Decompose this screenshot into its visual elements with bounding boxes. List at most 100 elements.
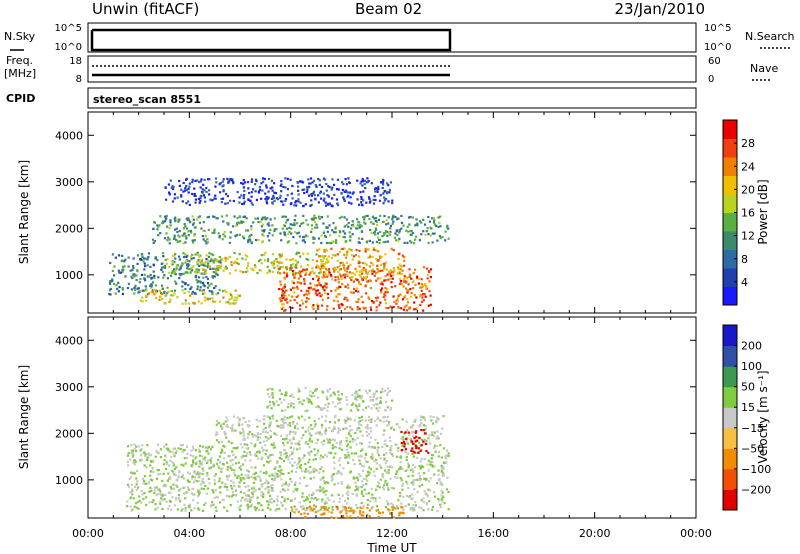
power-cell [289, 266, 292, 269]
velocity-cell [370, 418, 373, 421]
velocity-cell [282, 420, 285, 423]
velocity-cell [179, 447, 182, 451]
power-cell [278, 267, 281, 270]
velocity-cell [344, 420, 347, 423]
power-cell [410, 241, 413, 244]
velocity-colorbar-label: Velocity [m s⁻¹] [756, 370, 770, 463]
power-cell [290, 232, 293, 235]
power-cell [257, 238, 260, 241]
power-cell [221, 180, 224, 183]
velocity-cell [407, 464, 410, 467]
velocity-cell [320, 433, 323, 436]
velocity-cell [359, 512, 362, 515]
power-cell [299, 282, 302, 285]
power-cell [371, 272, 374, 275]
velocity-cell [422, 509, 425, 512]
power-cell [364, 262, 367, 265]
velocity-cell [318, 432, 321, 436]
power-cell [386, 230, 389, 234]
velocity-cell [309, 465, 312, 468]
power-cell [363, 268, 366, 271]
power-cell [180, 194, 183, 197]
power-cell [216, 267, 219, 270]
velocity-cell [269, 429, 272, 432]
velocity-cell [279, 454, 283, 457]
power-cell [152, 263, 155, 266]
power-cell [398, 263, 401, 266]
velocity-cell [393, 428, 396, 431]
power-cell [260, 197, 263, 200]
velocity-cell [423, 478, 426, 481]
power-cell [250, 225, 253, 228]
power-cell [315, 223, 318, 226]
power-cell [312, 190, 316, 193]
power-cell [234, 289, 237, 292]
velocity-cell [146, 456, 149, 459]
power-cell [238, 201, 241, 204]
power-cell [184, 241, 187, 244]
velocity-cell [235, 447, 238, 450]
velocity-cell [248, 500, 252, 504]
velocity-cell [171, 496, 174, 499]
power-cell [326, 230, 329, 233]
power-cell [152, 227, 155, 231]
power-cell [292, 273, 295, 276]
power-cell [187, 191, 190, 194]
velocity-cell [170, 487, 173, 490]
power-cell [369, 228, 372, 232]
power-cell [424, 283, 427, 286]
power-cell [416, 224, 419, 227]
velocity-cell [137, 500, 140, 504]
velocity-cell [286, 441, 289, 444]
power-cell [292, 236, 295, 239]
power-cell [219, 261, 222, 264]
velocity-cell [223, 430, 226, 433]
velocity-cell [333, 425, 336, 428]
power-cell [344, 268, 347, 271]
velocity-cell [339, 440, 342, 443]
power-cell [172, 254, 175, 257]
power-cell [215, 258, 219, 262]
power-cell [168, 271, 171, 274]
velocity-cell [322, 456, 325, 459]
power-cell [288, 226, 291, 229]
power-cell [402, 308, 406, 311]
velocity-cell [423, 490, 426, 493]
power-cell [417, 282, 420, 285]
power-cell [397, 266, 400, 269]
power-cell [393, 300, 396, 303]
velocity-cell [271, 473, 274, 476]
power-cell [338, 250, 341, 254]
velocity-cell [414, 478, 417, 482]
colorbar-segment [723, 157, 737, 176]
velocity-cell [371, 455, 374, 458]
velocity-cell [153, 486, 156, 489]
power-cell [241, 257, 244, 260]
velocity-cell [440, 483, 443, 486]
power-cell [173, 193, 176, 196]
velocity-cell [297, 510, 300, 513]
velocity-cell [313, 507, 316, 511]
velocity-cell [333, 439, 336, 442]
power-cell [330, 275, 333, 278]
velocity-cell [209, 461, 213, 464]
power-cell [227, 222, 230, 225]
velocity-cell [239, 499, 243, 502]
velocity-cell [346, 516, 349, 520]
power-cell [337, 188, 340, 191]
power-cell [225, 267, 229, 270]
velocity-cell [374, 497, 377, 500]
y-tick-label: 2000 [55, 222, 83, 235]
power-cell [176, 196, 179, 199]
power-cell [318, 179, 321, 182]
power-cell [153, 274, 156, 277]
power-cell [447, 237, 450, 240]
velocity-cell [371, 457, 374, 460]
power-cell [167, 290, 170, 293]
power-cell [243, 181, 247, 184]
velocity-cell [210, 456, 213, 460]
power-cell [302, 221, 305, 224]
velocity-cell [442, 473, 445, 476]
power-cell [161, 270, 164, 274]
velocity-cell [271, 475, 274, 478]
